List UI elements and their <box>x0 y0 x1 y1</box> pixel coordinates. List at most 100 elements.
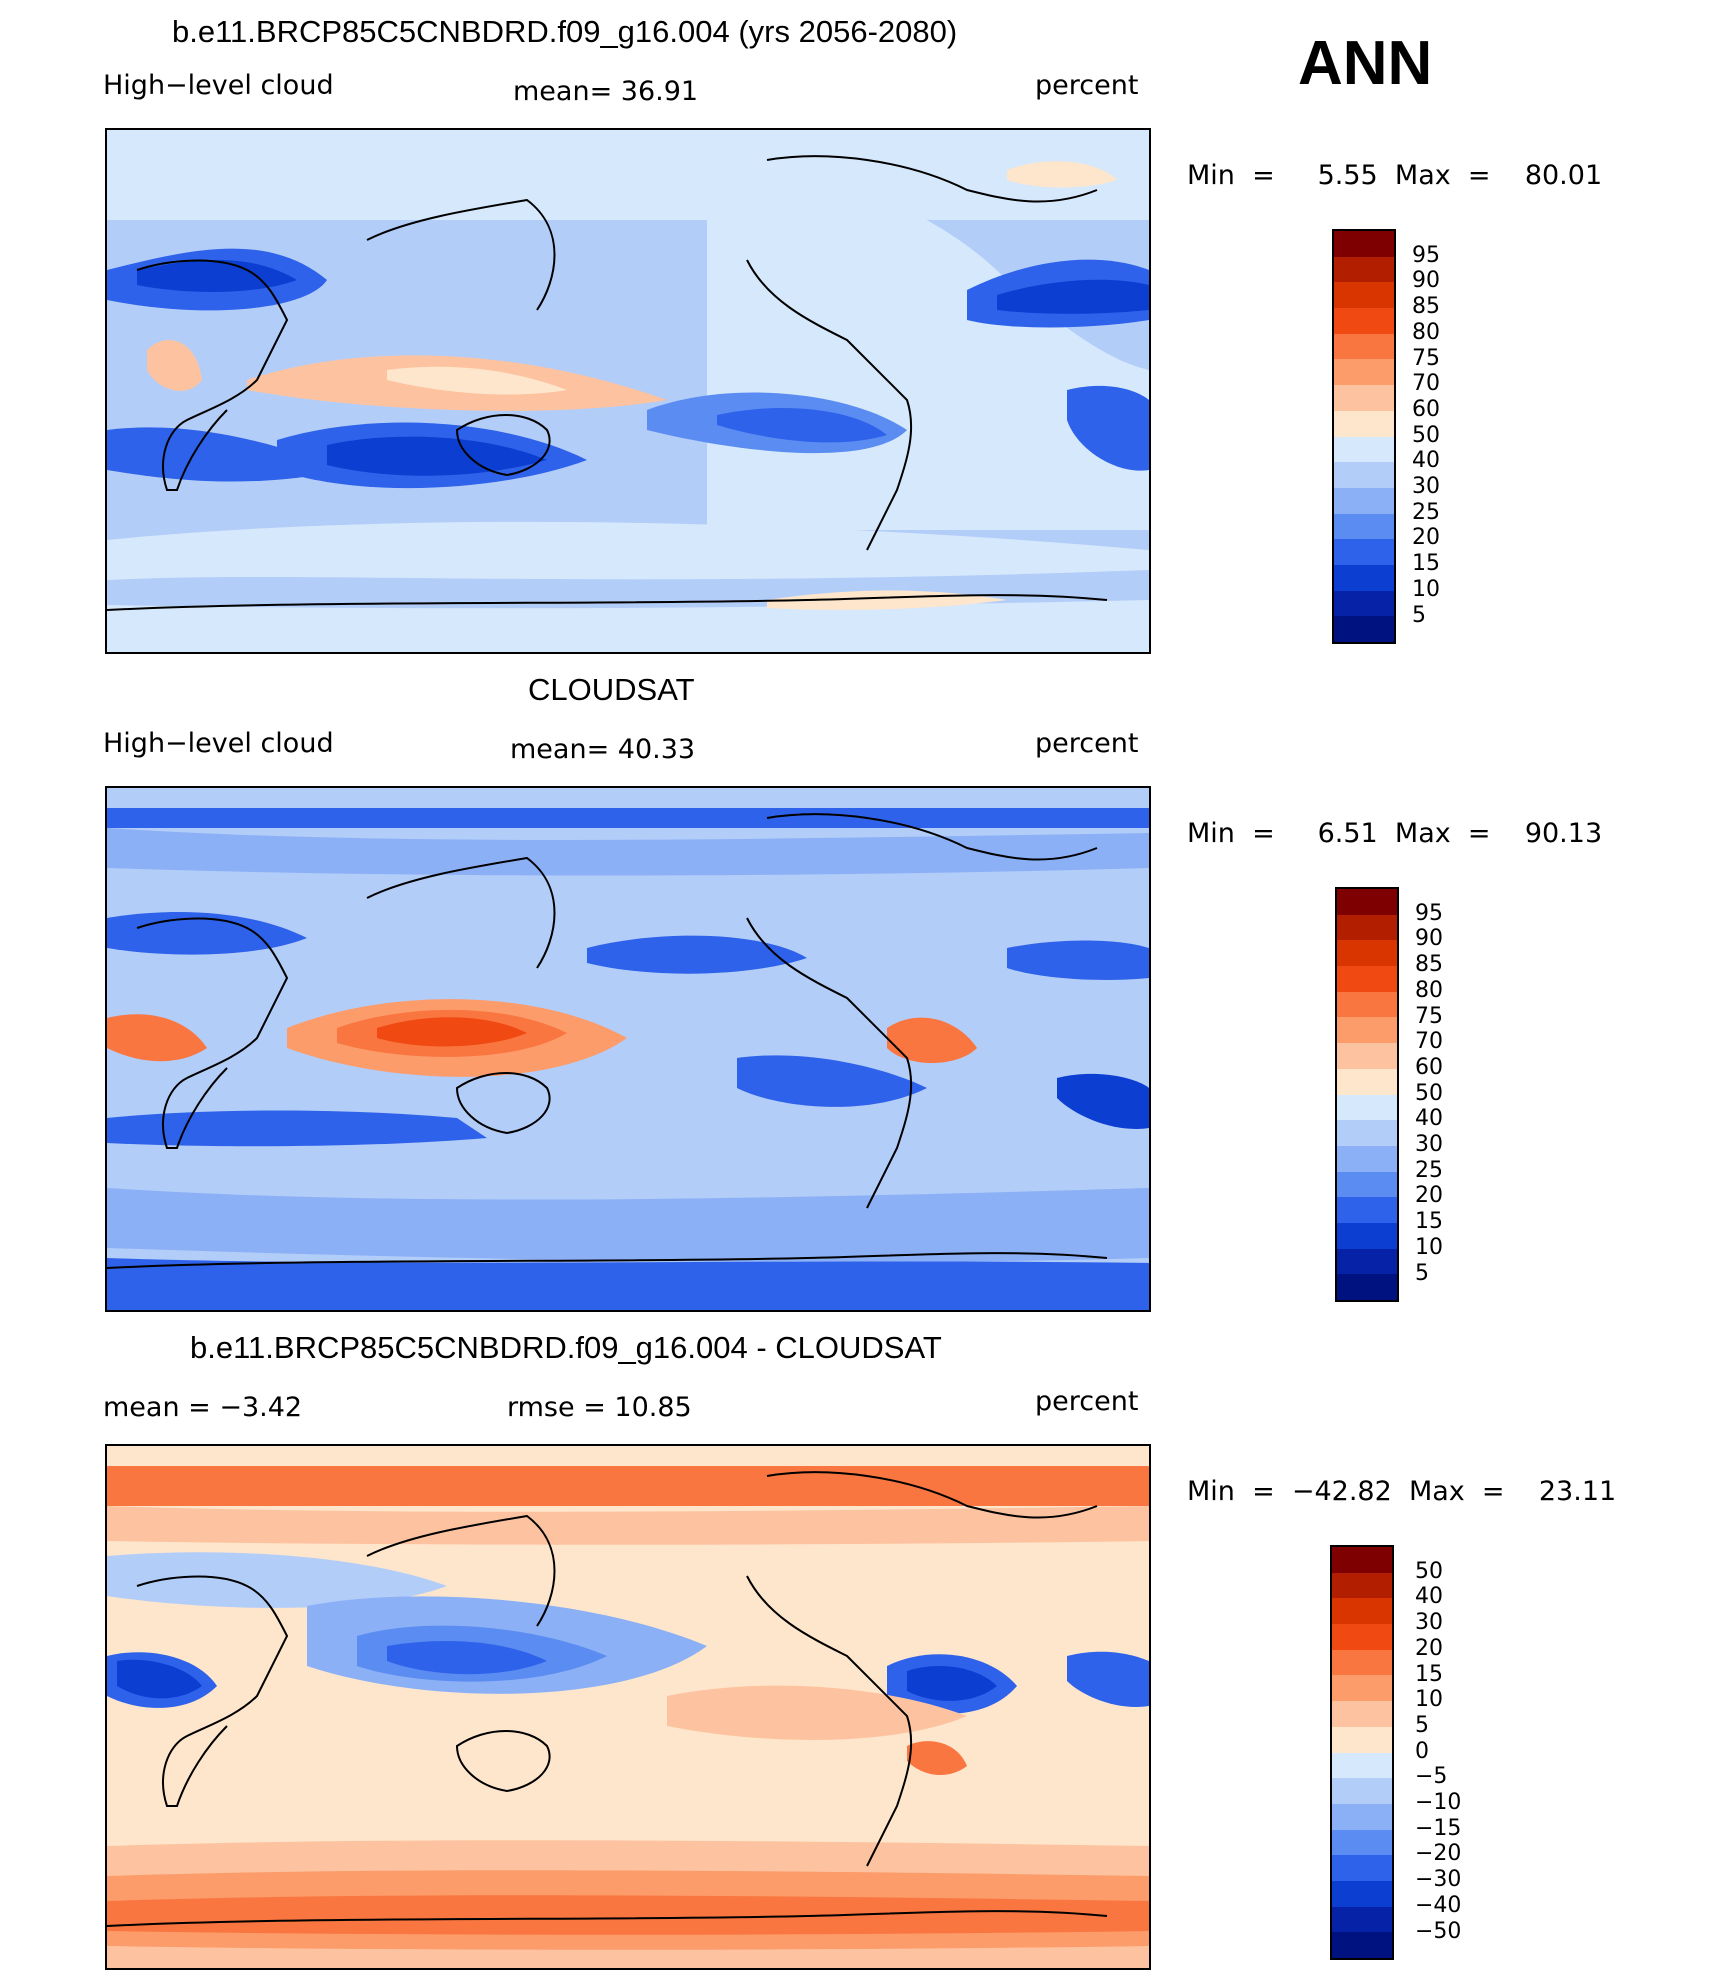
colorbar-swatch <box>1334 308 1394 334</box>
colorbar-tick-label: 75 <box>1415 1003 1443 1029</box>
colorbar-tick-label: 25 <box>1412 499 1440 525</box>
colorbar-swatch <box>1334 539 1394 565</box>
colorbar-swatch <box>1334 487 1394 514</box>
colorbar-tick-label: 20 <box>1415 1635 1443 1661</box>
colorbar-swatch <box>1337 940 1397 967</box>
colorbar-tick-label: 30 <box>1415 1132 1443 1157</box>
panel3-rmse-label: rmse = 10.85 <box>507 1392 692 1423</box>
colorbar-swatch <box>1334 410 1394 437</box>
panel1-variable-label: High−level cloud <box>103 70 334 101</box>
colorbar-swatch <box>1332 1829 1392 1856</box>
colorbar-tick-label: −5 <box>1415 1764 1448 1790</box>
colorbar-tick-label: 10 <box>1415 1234 1443 1260</box>
colorbar-swatch <box>1334 462 1394 488</box>
colorbar-swatch <box>1337 1120 1397 1146</box>
panel2-min-max: Min = 6.51 Max = 90.13 <box>1187 818 1603 849</box>
colorbar-tick-label: 80 <box>1415 977 1443 1003</box>
panel3-colorbar <box>1330 1545 1394 1960</box>
panel3-min-max: Min = −42.82 Max = 23.11 <box>1187 1476 1617 1507</box>
colorbar-swatch <box>1337 1043 1397 1069</box>
colorbar-swatch <box>1332 1855 1392 1881</box>
colorbar-tick-label: 80 <box>1412 319 1440 345</box>
colorbar-swatch <box>1334 256 1394 283</box>
colorbar-tick-label: 15 <box>1415 1661 1443 1687</box>
panel1-min-max: Min = 5.55 Max = 80.01 <box>1187 160 1603 191</box>
colorbar-swatch <box>1332 1906 1392 1933</box>
colorbar-swatch <box>1337 1274 1397 1300</box>
panel1-colorbar <box>1332 229 1396 644</box>
panel2-title: CLOUDSAT <box>528 672 695 707</box>
panel1-mean-label: mean= 36.91 <box>513 76 699 107</box>
colorbar-swatch <box>1337 1197 1397 1223</box>
colorbar-tick-label: 90 <box>1415 926 1443 952</box>
colorbar-swatch <box>1334 333 1394 360</box>
colorbar-tick-label: −15 <box>1415 1815 1462 1841</box>
colorbar-tick-label: 70 <box>1412 371 1440 397</box>
colorbar-tick-label: 10 <box>1415 1687 1443 1713</box>
colorbar-swatch <box>1332 1624 1392 1650</box>
colorbar-swatch <box>1334 436 1394 463</box>
colorbar-tick-label: 5 <box>1415 1712 1429 1738</box>
colorbar-tick-label: −30 <box>1415 1867 1462 1893</box>
colorbar-swatch <box>1334 282 1394 309</box>
colorbar-swatch <box>1332 1803 1392 1830</box>
colorbar-tick-label: 25 <box>1415 1157 1443 1183</box>
colorbar-swatch <box>1337 1171 1397 1198</box>
panel2-units-label: percent <box>1035 728 1139 759</box>
colorbar-swatch <box>1337 889 1397 915</box>
colorbar-swatch <box>1332 1547 1392 1573</box>
colorbar-tick-label: 20 <box>1415 1183 1443 1209</box>
colorbar-swatch <box>1337 1222 1397 1249</box>
colorbar-swatch <box>1334 513 1394 540</box>
colorbar-tick-label: −50 <box>1415 1918 1462 1944</box>
colorbar-swatch <box>1332 1649 1392 1676</box>
colorbar-tick-label: 95 <box>1415 900 1443 926</box>
colorbar-tick-label: 50 <box>1412 422 1440 448</box>
colorbar-tick-label: 5 <box>1412 602 1426 628</box>
panel3-map <box>105 1444 1151 1970</box>
colorbar-tick-label: −10 <box>1415 1790 1462 1815</box>
colorbar-tick-label: 95 <box>1412 242 1440 268</box>
season-label: ANN <box>1298 29 1433 98</box>
colorbar-tick-label: 90 <box>1412 268 1440 294</box>
colorbar-swatch <box>1332 1598 1392 1625</box>
colorbar-tick-label: 75 <box>1412 345 1440 371</box>
panel3-mean-label: mean = −3.42 <box>103 1392 303 1423</box>
colorbar-tick-label: 30 <box>1415 1610 1443 1636</box>
colorbar-tick-label: 50 <box>1415 1558 1443 1584</box>
colorbar-tick-label: 60 <box>1412 396 1440 422</box>
colorbar-tick-label: 85 <box>1412 294 1440 320</box>
colorbar-swatch <box>1337 914 1397 941</box>
colorbar-tick-label: 20 <box>1412 525 1440 551</box>
colorbar-tick-label: 30 <box>1412 474 1440 499</box>
colorbar-swatch <box>1332 1880 1392 1907</box>
colorbar-swatch <box>1337 966 1397 992</box>
colorbar-tick-label: 10 <box>1412 576 1440 602</box>
colorbar-swatch <box>1337 991 1397 1018</box>
panel1-map <box>105 128 1151 654</box>
colorbar-tick-label: 15 <box>1415 1209 1443 1235</box>
colorbar-tick-label: 40 <box>1415 1106 1443 1132</box>
colorbar-tick-label: 0 <box>1415 1738 1429 1764</box>
colorbar-tick-label: 70 <box>1415 1029 1443 1055</box>
colorbar-swatch <box>1337 1017 1397 1044</box>
colorbar-swatch <box>1332 1701 1392 1727</box>
panel2-variable-label: High−level cloud <box>103 728 334 759</box>
colorbar-swatch <box>1334 564 1394 591</box>
colorbar-tick-label: 85 <box>1415 952 1443 978</box>
colorbar-tick-label: 40 <box>1412 448 1440 474</box>
colorbar-tick-label: 15 <box>1412 551 1440 577</box>
colorbar-swatch <box>1334 359 1394 386</box>
colorbar-swatch <box>1332 1675 1392 1702</box>
colorbar-tick-label: 60 <box>1415 1054 1443 1080</box>
colorbar-swatch <box>1332 1752 1392 1779</box>
colorbar-swatch <box>1332 1778 1392 1804</box>
colorbar-tick-label: −20 <box>1415 1841 1462 1867</box>
panel2-mean-label: mean= 40.33 <box>510 734 696 765</box>
colorbar-swatch <box>1337 1068 1397 1095</box>
colorbar-swatch <box>1332 1726 1392 1753</box>
panel3-units-label: percent <box>1035 1386 1139 1417</box>
colorbar-swatch <box>1337 1145 1397 1172</box>
colorbar-swatch <box>1332 1572 1392 1599</box>
colorbar-swatch <box>1334 231 1394 257</box>
